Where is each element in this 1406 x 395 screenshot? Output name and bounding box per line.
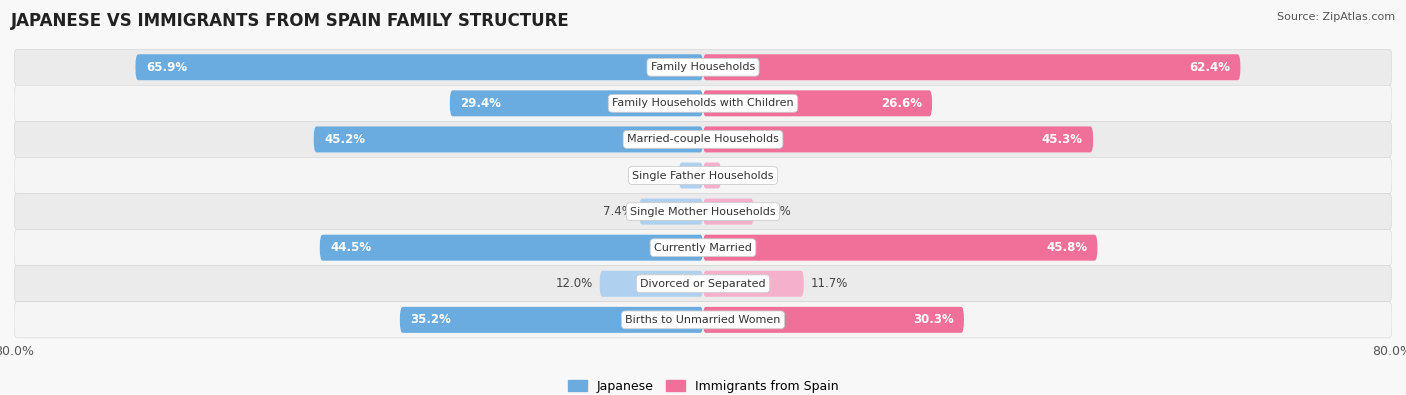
Text: Single Mother Households: Single Mother Households <box>630 207 776 216</box>
Text: Married-couple Households: Married-couple Households <box>627 134 779 145</box>
Text: 5.9%: 5.9% <box>761 205 790 218</box>
Text: 45.2%: 45.2% <box>323 133 366 146</box>
Text: 2.8%: 2.8% <box>643 169 672 182</box>
Text: 45.3%: 45.3% <box>1042 133 1083 146</box>
FancyBboxPatch shape <box>703 271 804 297</box>
Text: Family Households: Family Households <box>651 62 755 72</box>
FancyBboxPatch shape <box>703 199 754 225</box>
FancyBboxPatch shape <box>679 162 703 188</box>
Text: Source: ZipAtlas.com: Source: ZipAtlas.com <box>1277 12 1395 22</box>
Text: Divorced or Separated: Divorced or Separated <box>640 279 766 289</box>
FancyBboxPatch shape <box>135 54 703 80</box>
Text: 11.7%: 11.7% <box>811 277 848 290</box>
Text: 44.5%: 44.5% <box>330 241 371 254</box>
FancyBboxPatch shape <box>14 302 1392 338</box>
FancyBboxPatch shape <box>399 307 703 333</box>
FancyBboxPatch shape <box>14 49 1392 85</box>
Text: 26.6%: 26.6% <box>880 97 922 110</box>
Text: 7.4%: 7.4% <box>603 205 633 218</box>
FancyBboxPatch shape <box>14 266 1392 302</box>
Legend: Japanese, Immigrants from Spain: Japanese, Immigrants from Spain <box>562 375 844 395</box>
FancyBboxPatch shape <box>14 229 1392 266</box>
FancyBboxPatch shape <box>319 235 703 261</box>
FancyBboxPatch shape <box>703 54 1240 80</box>
Text: 2.1%: 2.1% <box>728 169 758 182</box>
Text: 29.4%: 29.4% <box>460 97 501 110</box>
FancyBboxPatch shape <box>599 271 703 297</box>
FancyBboxPatch shape <box>703 235 1098 261</box>
FancyBboxPatch shape <box>450 90 703 116</box>
Text: 62.4%: 62.4% <box>1189 61 1230 74</box>
Text: Births to Unmarried Women: Births to Unmarried Women <box>626 315 780 325</box>
Text: 12.0%: 12.0% <box>555 277 593 290</box>
FancyBboxPatch shape <box>14 85 1392 121</box>
FancyBboxPatch shape <box>640 199 703 225</box>
FancyBboxPatch shape <box>14 194 1392 229</box>
FancyBboxPatch shape <box>314 126 703 152</box>
Text: Currently Married: Currently Married <box>654 243 752 253</box>
Text: 45.8%: 45.8% <box>1046 241 1087 254</box>
Text: 30.3%: 30.3% <box>912 313 953 326</box>
Text: 65.9%: 65.9% <box>146 61 187 74</box>
Text: Family Households with Children: Family Households with Children <box>612 98 794 108</box>
Text: Single Father Households: Single Father Households <box>633 171 773 181</box>
Text: 35.2%: 35.2% <box>411 313 451 326</box>
FancyBboxPatch shape <box>703 162 721 188</box>
FancyBboxPatch shape <box>703 90 932 116</box>
FancyBboxPatch shape <box>14 158 1392 194</box>
FancyBboxPatch shape <box>14 121 1392 158</box>
FancyBboxPatch shape <box>703 307 965 333</box>
Text: JAPANESE VS IMMIGRANTS FROM SPAIN FAMILY STRUCTURE: JAPANESE VS IMMIGRANTS FROM SPAIN FAMILY… <box>11 12 569 30</box>
FancyBboxPatch shape <box>703 126 1092 152</box>
